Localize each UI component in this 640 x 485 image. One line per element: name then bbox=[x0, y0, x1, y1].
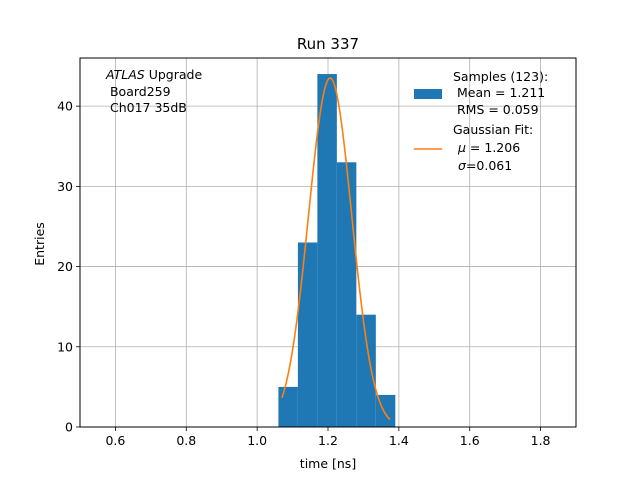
x-tick-label: 1.0 bbox=[247, 433, 267, 448]
mu-symbol: μ bbox=[457, 140, 466, 155]
sigma-value: =0.061 bbox=[466, 158, 512, 173]
histogram-bar bbox=[297, 242, 318, 427]
x-tick-label: 1.4 bbox=[389, 433, 409, 448]
legend-histogram-rms: RMS = 0.059 bbox=[453, 102, 539, 117]
histogram-bar bbox=[336, 162, 357, 428]
x-axis-label: time [ns] bbox=[300, 456, 356, 471]
legend-histogram-label: Samples (123): bbox=[453, 69, 548, 84]
legend-histogram-mean: Mean = 1.211 bbox=[453, 85, 545, 100]
x-tick-label: 0.6 bbox=[105, 433, 125, 448]
x-tick-label: 0.8 bbox=[176, 433, 196, 448]
legend: Samples (123): Mean = 1.211 RMS = 0.059 … bbox=[414, 69, 548, 173]
x-tick-label: 1.6 bbox=[460, 433, 480, 448]
y-tick-label: 40 bbox=[57, 99, 73, 114]
x-tick-label: 1.2 bbox=[318, 433, 338, 448]
y-tick-label: 10 bbox=[57, 339, 73, 354]
gaussian-fit bbox=[281, 77, 391, 421]
histogram-bar bbox=[278, 386, 298, 427]
annotation-line-3: Ch017 35dB bbox=[106, 100, 187, 115]
atlas-annotation: ATLAS Upgrade Board259 Ch017 35dB bbox=[105, 67, 202, 115]
histogram-bar bbox=[356, 314, 376, 427]
fit-curve bbox=[281, 77, 391, 421]
histogram-bars bbox=[278, 74, 396, 428]
annotation-line-1: ATLAS Upgrade bbox=[105, 67, 202, 82]
y-tick-label: 30 bbox=[57, 179, 73, 194]
legend-fit-label: Gaussian Fit: bbox=[453, 122, 533, 137]
y-axis-ticks: 0 10 20 30 40 bbox=[57, 99, 80, 435]
legend-fit-mu: μ = 1.206 bbox=[457, 140, 520, 155]
histogram-bar bbox=[317, 74, 337, 427]
x-tick-label: 1.8 bbox=[531, 433, 551, 448]
x-axis-ticks: 0.6 0.8 1.0 1.2 1.4 1.6 1.8 bbox=[105, 427, 551, 448]
sigma-symbol: σ bbox=[458, 158, 467, 173]
y-axis-label: Entries bbox=[32, 222, 47, 266]
mu-value: = 1.206 bbox=[466, 140, 520, 155]
annotation-line-2: Board259 bbox=[106, 84, 171, 99]
annotation-upgrade: Upgrade bbox=[145, 67, 203, 82]
y-tick-label: 20 bbox=[57, 259, 73, 274]
y-tick-label: 0 bbox=[65, 420, 73, 435]
legend-histogram-swatch bbox=[414, 89, 442, 99]
annotation-atlas: ATLAS bbox=[105, 67, 145, 82]
legend-fit-sigma: σ=0.061 bbox=[458, 158, 512, 173]
chart-title: Run 337 bbox=[297, 35, 359, 53]
